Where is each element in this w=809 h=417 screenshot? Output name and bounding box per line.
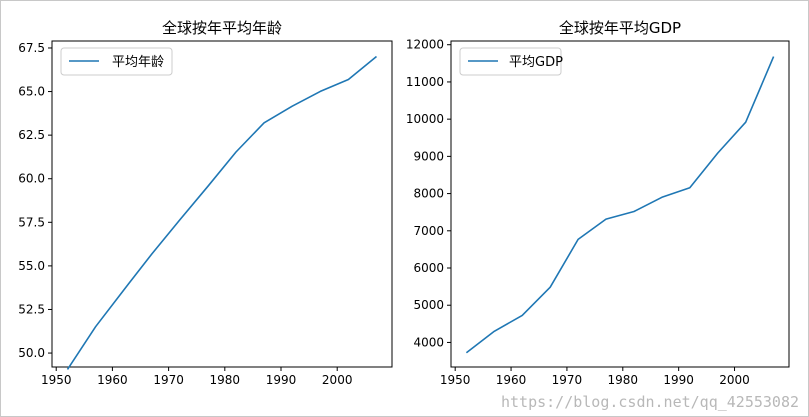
series-line: [66, 55, 378, 370]
x-tick-label: 1950: [440, 373, 471, 387]
legend-label: 平均年龄: [112, 55, 164, 70]
y-tick-label: 6000: [413, 261, 444, 275]
y-tick-label: 12000: [406, 38, 444, 52]
y-tick-label: 65.0: [18, 85, 45, 99]
x-tick-label: 2000: [322, 373, 353, 387]
legend: 平均年龄: [60, 47, 173, 76]
y-tick-label: 67.5: [18, 41, 45, 55]
x-tick-label: 1970: [153, 373, 184, 387]
y-tick-label: 52.5: [18, 302, 45, 316]
axes-box: [450, 40, 790, 368]
x-tick-label: 1950: [41, 373, 72, 387]
y-tick-label: 60.0: [18, 172, 45, 186]
y-tick-label: 5000: [413, 298, 444, 312]
y-tick-label: 55.0: [18, 259, 45, 273]
axes-box: [51, 40, 393, 368]
y-tick-label: 9000: [413, 149, 444, 163]
x-tick-label: 1990: [266, 373, 297, 387]
x-tick-label: 1960: [97, 373, 128, 387]
chart-title: 全球按年平均年龄: [162, 19, 282, 37]
x-tick-label: 2000: [719, 373, 750, 387]
chart-average-age: 全球按年平均年龄 平均年龄 1950 1960 1970 1980 1990 2000 50…: [18, 19, 393, 387]
series-line: [465, 56, 775, 354]
legend-label: 平均GDP: [509, 55, 563, 70]
x-tick-label: 1970: [552, 373, 583, 387]
chart-title: 全球按年平均GDP: [559, 19, 681, 37]
y-tick-label: 7000: [413, 224, 444, 238]
legend: 平均GDP: [459, 47, 563, 76]
x-tick-label: 1980: [608, 373, 639, 387]
chart-average-gdp: 全球按年平均GDP 平均GDP 1950 1960 1970 1980 1990 2000…: [406, 19, 790, 387]
y-tick-label: 57.5: [18, 215, 45, 229]
y-tick-label: 8000: [413, 187, 444, 201]
x-tick-label: 1960: [496, 373, 527, 387]
watermark-text: https://blog.csdn.net/qq_42553082: [500, 393, 799, 411]
legend-box: [60, 47, 173, 76]
y-tick-label: 10000: [406, 112, 444, 126]
x-tick-label: 1990: [663, 373, 694, 387]
y-tick-label: 4000: [413, 335, 444, 349]
y-tick-label: 62.5: [18, 128, 45, 142]
y-tick-label: 50.0: [18, 346, 45, 360]
plot-area: [465, 56, 775, 354]
y-tick-label: 11000: [406, 75, 444, 89]
plot-area: [66, 55, 378, 370]
legend-box: [459, 47, 562, 76]
x-tick-label: 1980: [210, 373, 241, 387]
